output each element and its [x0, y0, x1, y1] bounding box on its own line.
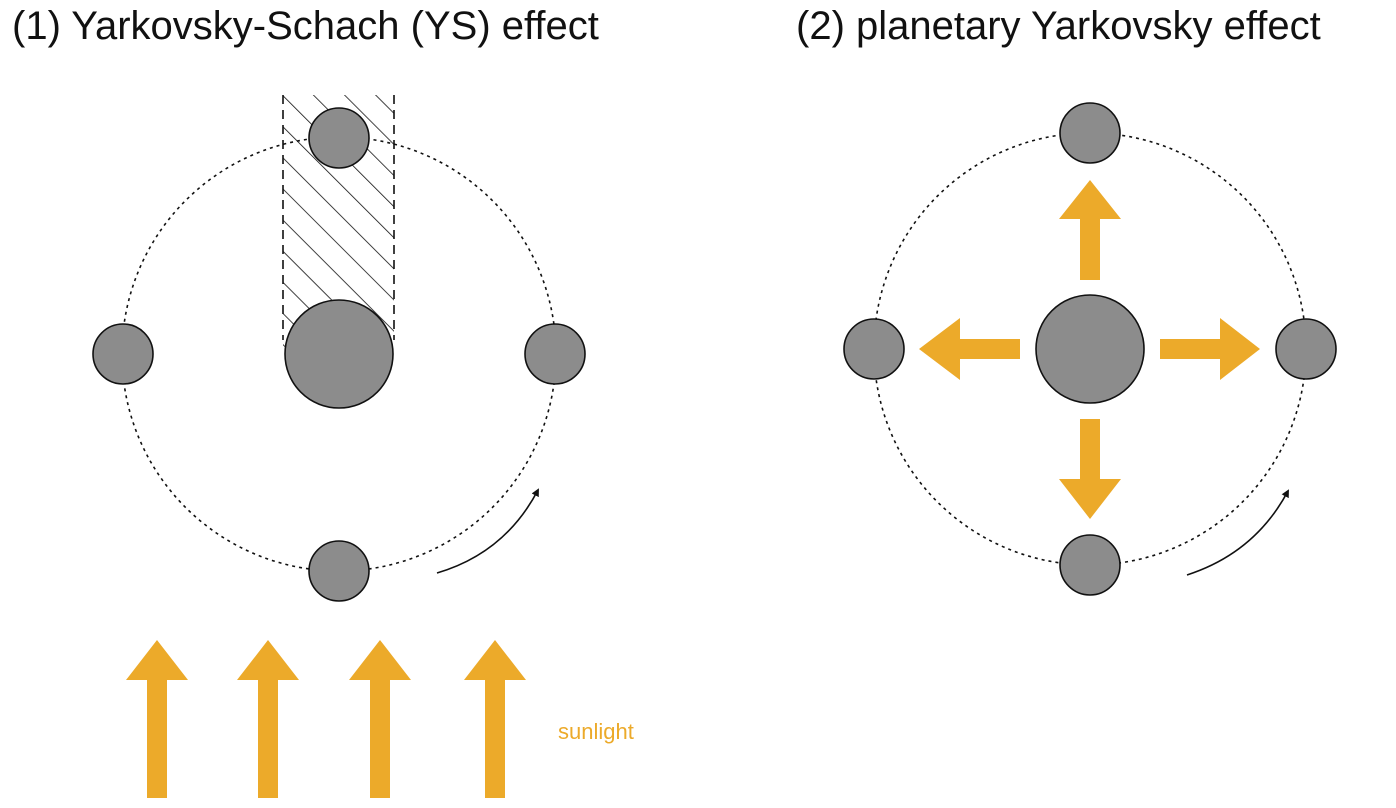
- moon-left-2: [843, 318, 905, 380]
- sunlight-arrow-2: [237, 640, 299, 798]
- moon-left: [92, 323, 154, 385]
- planet: [284, 299, 394, 409]
- sunlight-arrow-1: [126, 640, 188, 798]
- panel-1: [92, 95, 586, 798]
- planet-2: [1035, 294, 1145, 404]
- moon-top-2: [1059, 102, 1121, 164]
- sunlight-label: sunlight: [558, 719, 634, 744]
- panel-2-title: (2) planetary Yarkovsky effect: [796, 4, 1321, 48]
- radiation-arrow-up: [1059, 180, 1121, 280]
- sunlight-arrow-4: [464, 640, 526, 798]
- moon-top: [308, 107, 370, 169]
- moon-bottom: [308, 540, 370, 602]
- sunlight-arrows: [126, 640, 526, 798]
- orbit-direction-arrow: [436, 488, 539, 574]
- moon-bottom-2: [1059, 534, 1121, 596]
- radiation-arrow-down: [1059, 419, 1121, 519]
- moon-right: [524, 323, 586, 385]
- orbit-direction-arrow-2: [1186, 489, 1289, 576]
- panel-1-title: (1) Yarkovsky-Schach (YS) effect: [12, 4, 599, 48]
- moon-right-2: [1275, 318, 1337, 380]
- radiation-arrow-right: [1160, 318, 1260, 380]
- sunlight-arrow-3: [349, 640, 411, 798]
- panel-2: [843, 102, 1337, 596]
- radiation-arrow-left: [919, 318, 1020, 380]
- radiation-arrows: [919, 180, 1260, 519]
